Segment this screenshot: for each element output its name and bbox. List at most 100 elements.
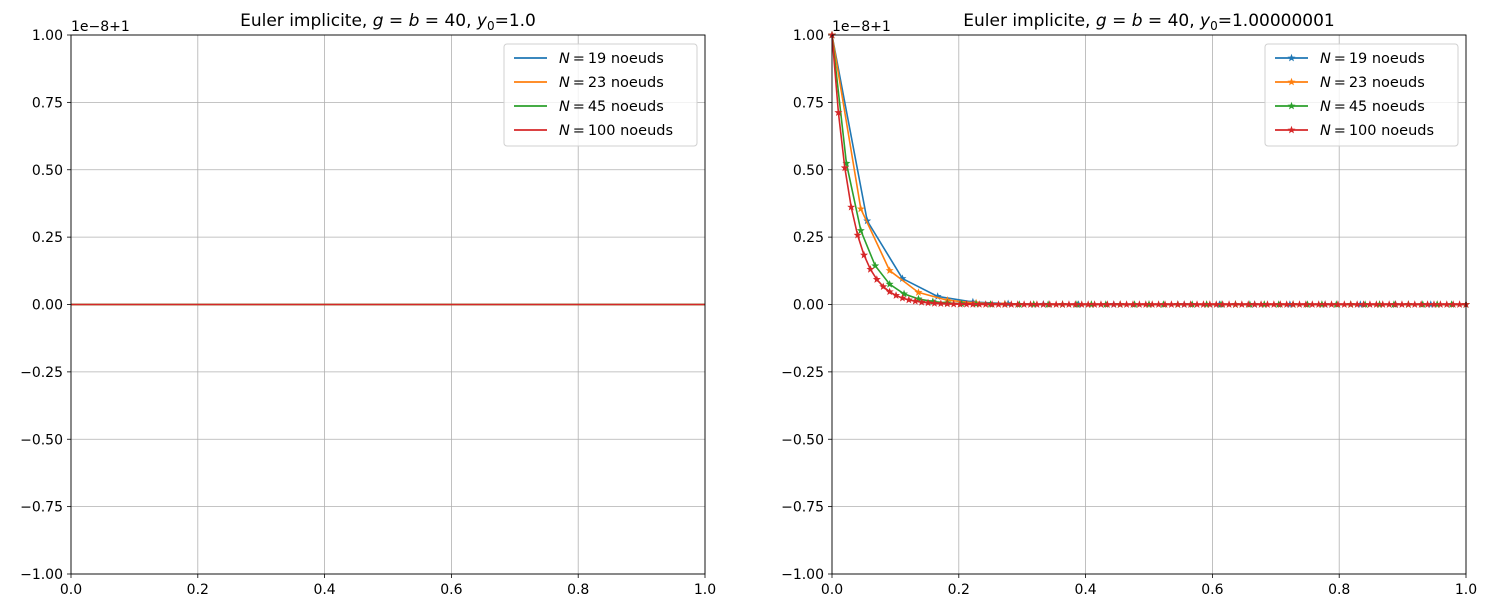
data-point-N45	[928, 297, 937, 305]
data-point-N100	[1244, 300, 1253, 308]
data-point-N100	[1359, 300, 1368, 308]
legend-star-marker-icon	[1287, 77, 1296, 86]
data-point-N100	[1333, 300, 1342, 308]
data-point-N100	[1199, 300, 1208, 308]
offset-text: 1e−8+1	[71, 19, 130, 35]
y-tick-label: −0.25	[781, 365, 824, 381]
legend-symbol: N	[559, 51, 570, 67]
data-point-N100	[975, 300, 984, 308]
legend-item-N23: N = 23 noeuds	[514, 75, 664, 91]
data-point-N19	[933, 292, 942, 300]
data-point-N100	[1013, 300, 1022, 308]
data-point-N100	[1455, 300, 1464, 308]
legend-symbol: N	[1320, 99, 1331, 115]
legend-symbol: N	[559, 123, 570, 139]
y-tick-label: −0.75	[781, 500, 824, 516]
y-tick-label: −0.25	[20, 365, 63, 381]
data-point-N100	[866, 265, 875, 273]
data-point-N100	[936, 299, 945, 308]
data-point-N100	[1090, 300, 1099, 308]
legend-eq: =	[570, 75, 588, 91]
title-part-eq1: =	[384, 11, 409, 31]
legend-text: 19 noeuds	[1349, 51, 1425, 67]
legend: N = 19 noeuds N = 23 noeuds N = 45 noeuds N…	[503, 43, 698, 147]
x-tick-label: 0.2	[187, 582, 209, 598]
data-point-N100	[1109, 300, 1118, 308]
legend-text: 19 noeuds	[588, 51, 664, 67]
data-point-N100	[1449, 300, 1458, 308]
x-tick-label: 0.6	[440, 582, 462, 598]
data-point-N100	[1071, 300, 1080, 308]
data-point-N100	[1353, 300, 1362, 308]
y-tick-label: 0.50	[32, 163, 63, 179]
data-point-N100	[1032, 300, 1041, 308]
title-part-eq2: = 40,	[419, 11, 477, 31]
data-point-N100	[1161, 300, 1169, 308]
legend-text: 45 noeuds	[1349, 99, 1425, 115]
data-point-N45	[842, 159, 851, 167]
legend-text: 23 noeuds	[1349, 75, 1425, 91]
title-part-b: b	[409, 11, 420, 31]
y-tick-label: 0.25	[32, 230, 63, 246]
data-point-N45	[856, 226, 865, 234]
legend-label: N = 45 noeuds	[559, 99, 664, 115]
data-point-N100	[1180, 300, 1189, 308]
data-point-N100	[885, 287, 894, 296]
y-tick-label: −1.00	[781, 567, 824, 583]
data-point-N100	[917, 297, 926, 306]
y-tick-label: −0.50	[781, 432, 824, 448]
data-point-N100	[1045, 300, 1054, 308]
offset-text: 1e−8+1	[832, 19, 891, 35]
legend-eq: =	[1331, 123, 1349, 139]
legend-symbol: N	[1320, 75, 1331, 91]
data-point-N100	[1289, 300, 1298, 308]
series-line-N100	[831, 34, 1466, 306]
legend-label: N = 23 noeuds	[559, 75, 664, 91]
x-tick-label: 0.6	[1201, 582, 1223, 598]
y-tick-label: 1.00	[793, 28, 824, 44]
x-tick-label: 1.0	[694, 582, 716, 598]
data-point-N100	[1167, 300, 1176, 308]
data-point-N100	[1148, 300, 1157, 308]
x-tick-label: 0.2	[948, 582, 970, 598]
data-point-N100	[1250, 300, 1259, 308]
legend-text: 100 noeuds	[588, 123, 673, 139]
y-tick-label: −0.50	[20, 432, 63, 448]
data-point-N100	[872, 275, 881, 283]
data-point-N100	[1000, 300, 1009, 308]
data-point-N100	[904, 295, 913, 304]
data-point-N100	[956, 300, 965, 308]
legend-item-N100: N = 100 noeuds	[514, 123, 673, 139]
data-point-N100	[1064, 300, 1073, 308]
data-point-N100	[898, 293, 907, 302]
legend-symbol: N	[559, 75, 570, 91]
legend-label: N = 100 noeuds	[1320, 123, 1434, 139]
legend-label: N = 19 noeuds	[1320, 51, 1425, 67]
y-tick-label: −0.75	[20, 500, 63, 516]
data-point-N100	[1410, 300, 1419, 308]
y-tick-label: 0.75	[32, 95, 63, 111]
title-part-sub: 0	[1210, 19, 1218, 33]
x-tick-label: 0.4	[1074, 582, 1096, 598]
data-point-N45	[900, 289, 909, 298]
data-point-N100	[1135, 300, 1144, 308]
legend-symbol: N	[1320, 51, 1331, 67]
legend-star-marker-icon	[1287, 53, 1296, 62]
title-part-prefix: Euler implicite,	[240, 11, 373, 31]
x-tick-label: 0.8	[567, 582, 589, 598]
chart-1: 0.0 0.2 0.4 0.6 0.8 1.0 −1.00 −0.75 −0.50 −0.25 0.…	[20, 11, 716, 598]
data-point-N100	[1321, 300, 1330, 308]
data-point-N100	[1429, 300, 1438, 308]
data-point-N100	[1122, 300, 1131, 308]
x-tick-label: 1.0	[1455, 582, 1477, 598]
data-point-N100	[1058, 300, 1067, 308]
data-point-N100	[1237, 300, 1246, 308]
x-tick-label: 0.8	[1328, 582, 1350, 598]
y-tick-label: 1.00	[32, 28, 63, 44]
legend-star-marker-icon	[1287, 125, 1296, 134]
data-point-N100	[924, 298, 933, 307]
data-point-N100	[879, 282, 888, 291]
data-point-N100	[1225, 300, 1234, 308]
